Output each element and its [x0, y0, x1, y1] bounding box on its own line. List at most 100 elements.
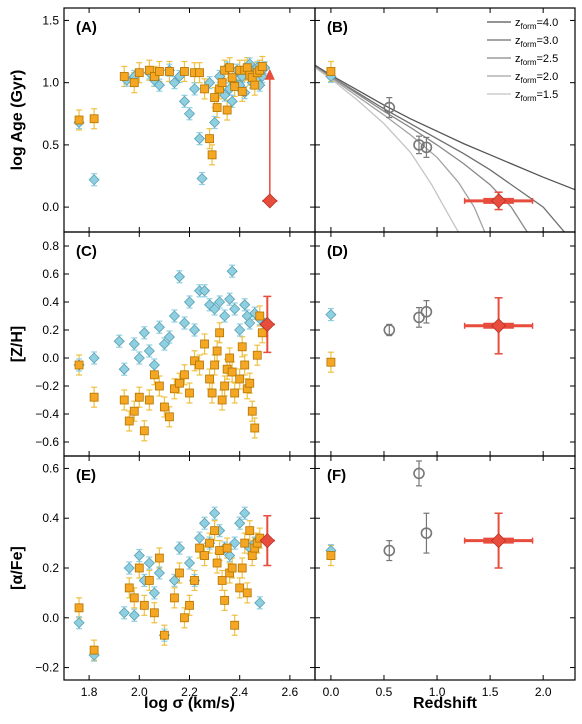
square-point: [159, 630, 169, 640]
y-tick-label: 0.0: [42, 611, 59, 625]
diamond-point: [178, 95, 191, 107]
diamond-point: [224, 293, 236, 305]
diamond-point: [168, 310, 181, 322]
diamond-point: [229, 537, 241, 549]
panel-label: (E): [76, 467, 96, 484]
diamond-point: [239, 507, 251, 519]
square-point: [144, 65, 154, 75]
square-point: [154, 67, 164, 76]
diamond-point: [138, 327, 150, 339]
square-point: [237, 86, 247, 96]
y-axis-label: log Age (Gyr): [9, 70, 26, 171]
diamond-point: [209, 116, 221, 129]
diamond-point: [188, 324, 201, 336]
highlight-point: [259, 316, 275, 332]
square-point: [212, 346, 222, 356]
square-point: [215, 328, 225, 338]
y-tick-label: 0.6: [42, 267, 59, 281]
square-point: [222, 105, 232, 115]
diamond-point: [88, 174, 100, 186]
diamond-point: [128, 609, 140, 621]
diamond-point: [214, 296, 226, 308]
highlight-point: [262, 193, 278, 209]
diamond-point: [118, 363, 130, 375]
square-point: [200, 339, 209, 349]
square-point: [195, 68, 204, 78]
diamond-point: [133, 549, 145, 562]
square-point: [222, 543, 232, 553]
panel-plot-area: [315, 60, 575, 232]
square-point: [154, 381, 164, 391]
square-point: [210, 93, 220, 102]
y-tick-label: 0.2: [42, 323, 59, 337]
y-tick-label: 1.5: [42, 13, 59, 27]
diamond-point: [113, 335, 125, 347]
y-axis-label: [Z/H]: [9, 326, 26, 362]
diamond-point: [193, 133, 206, 145]
panel-label: (B): [327, 19, 348, 36]
square-point: [257, 328, 267, 338]
panel-plot-area: [73, 506, 275, 662]
diamond-point: [193, 532, 206, 544]
panel-plot-area: [73, 55, 278, 209]
diamond-point: [128, 338, 140, 350]
square-point: [257, 62, 267, 71]
diamond-point: [148, 359, 160, 371]
panel-c: −0.6 −0.4 −0.2 0.0 0.2 0.4 0.6 0.8 (C) [Z/H]: [9, 231, 316, 457]
square-point: [255, 311, 265, 321]
y-tick-label: 0.4: [42, 511, 59, 525]
panel-a: 0.0 0.5 1.0 1.5 (A) log Age (Gyr): [9, 7, 316, 233]
diamond-point: [143, 345, 155, 357]
panel-plot-area: [325, 297, 534, 373]
square-point: [74, 603, 84, 613]
square-point: [165, 67, 174, 76]
diamond-point: [183, 108, 196, 120]
square-point: [326, 551, 336, 560]
model-curve-zform-2: [315, 67, 486, 232]
square-point: [154, 553, 164, 563]
diamond-point: [219, 310, 231, 322]
square-point: [242, 588, 252, 598]
y-tick-label: 0.2: [42, 561, 59, 575]
panel-label: (F): [327, 467, 346, 484]
square-point: [205, 538, 214, 548]
diamond-point: [234, 517, 246, 529]
square-point: [205, 134, 214, 144]
square-point: [227, 563, 237, 573]
square-point: [227, 367, 237, 377]
x-tick-label: 2.4: [231, 685, 248, 699]
x-axis-label-right: Redshift: [413, 695, 478, 712]
square-point: [217, 576, 227, 585]
square-point: [237, 342, 247, 352]
square-point: [149, 608, 159, 618]
square-point: [205, 374, 214, 384]
x-tick-label: 0.5: [376, 685, 393, 699]
square-point: [144, 395, 154, 405]
x-tick-label: 1.8: [81, 685, 98, 699]
legend-label: zform=2.5: [515, 53, 558, 67]
square-point: [225, 353, 235, 363]
stack-point: [420, 141, 433, 154]
stack-point: [383, 544, 396, 557]
square-point: [74, 360, 84, 370]
square-point: [190, 576, 199, 585]
square-point: [247, 551, 257, 560]
square-point: [326, 67, 336, 76]
square-point: [215, 546, 225, 555]
diamond-point: [153, 321, 165, 333]
panel-d: (D): [314, 231, 576, 457]
x-tick-label: 1.5: [482, 685, 499, 699]
square-point: [200, 84, 209, 94]
diamond-point: [168, 77, 181, 89]
square-point: [159, 402, 169, 412]
x-tick-label: 1.0: [429, 685, 446, 699]
square-point: [180, 370, 189, 380]
stack-point: [420, 305, 433, 318]
square-point: [245, 378, 255, 388]
panel-label: (D): [327, 243, 348, 260]
square-point: [129, 406, 139, 416]
highlight-point: [491, 318, 507, 334]
panel-e: −0.2 0.0 0.2 0.4 0.6 1.8 2.0 2.2 2.4 2.6 (E) [α/Fe]: [9, 455, 316, 699]
square-point: [200, 551, 209, 560]
stack-point: [420, 527, 433, 539]
